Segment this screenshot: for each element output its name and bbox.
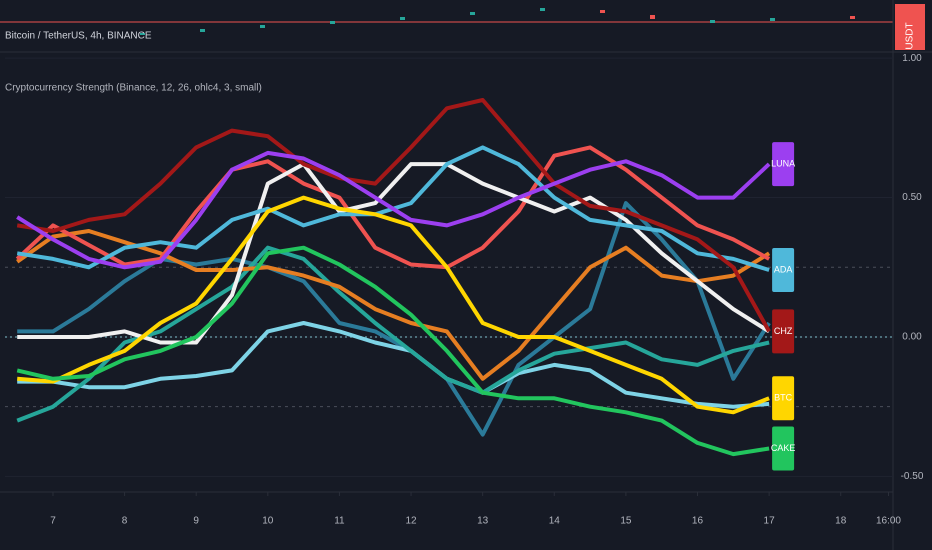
x-tick-label: 17 <box>764 516 776 527</box>
series-line <box>16 245 770 457</box>
x-tick-label: 16:00 <box>876 516 901 527</box>
series-label-box <box>772 309 795 354</box>
series-line <box>15 145 771 270</box>
x-tick-label: 8 <box>122 516 128 527</box>
series-label-box <box>772 376 795 421</box>
x-tick-label: 15 <box>620 516 632 527</box>
y-tick-label: 1.00 <box>902 53 922 64</box>
x-tick-label: 9 <box>193 516 199 527</box>
x-tick-label: 13 <box>477 516 489 527</box>
series-label: CHZ <box>774 326 793 336</box>
series-line <box>17 201 771 437</box>
series-line <box>16 98 771 333</box>
symbol-title: Bitcoin / TetherUS, 4h, BINANCE <box>5 31 152 42</box>
quote-badge <box>895 4 925 50</box>
series-line <box>16 150 771 270</box>
series-label: BTC <box>774 393 793 403</box>
series-label: CAKE <box>771 443 796 453</box>
quote-label: USDT <box>905 22 916 49</box>
series-label: ADA <box>774 264 793 274</box>
series-line <box>17 195 770 415</box>
series-label-box <box>772 426 795 471</box>
series-line <box>16 229 771 381</box>
x-tick-label: 14 <box>549 516 561 527</box>
x-tick-label: 7 <box>50 516 56 527</box>
series-label: LUNA <box>771 158 795 168</box>
y-tick-label: 0.50 <box>902 192 922 203</box>
x-tick-label: 18 <box>835 516 847 527</box>
x-tick-label: 16 <box>692 516 704 527</box>
x-tick-label: 10 <box>262 516 274 527</box>
series-label-box <box>772 248 795 293</box>
indicator-title: Cryptocurrency Strength (Binance, 12, 26… <box>5 83 262 94</box>
series-line <box>17 321 770 409</box>
series-label-box <box>772 142 795 187</box>
x-tick-label: 11 <box>334 516 345 527</box>
y-tick-label: -0.50 <box>901 471 924 482</box>
mini-candles <box>140 8 855 35</box>
x-tick-label: 12 <box>405 516 417 527</box>
y-tick-label: 0.00 <box>902 332 922 343</box>
